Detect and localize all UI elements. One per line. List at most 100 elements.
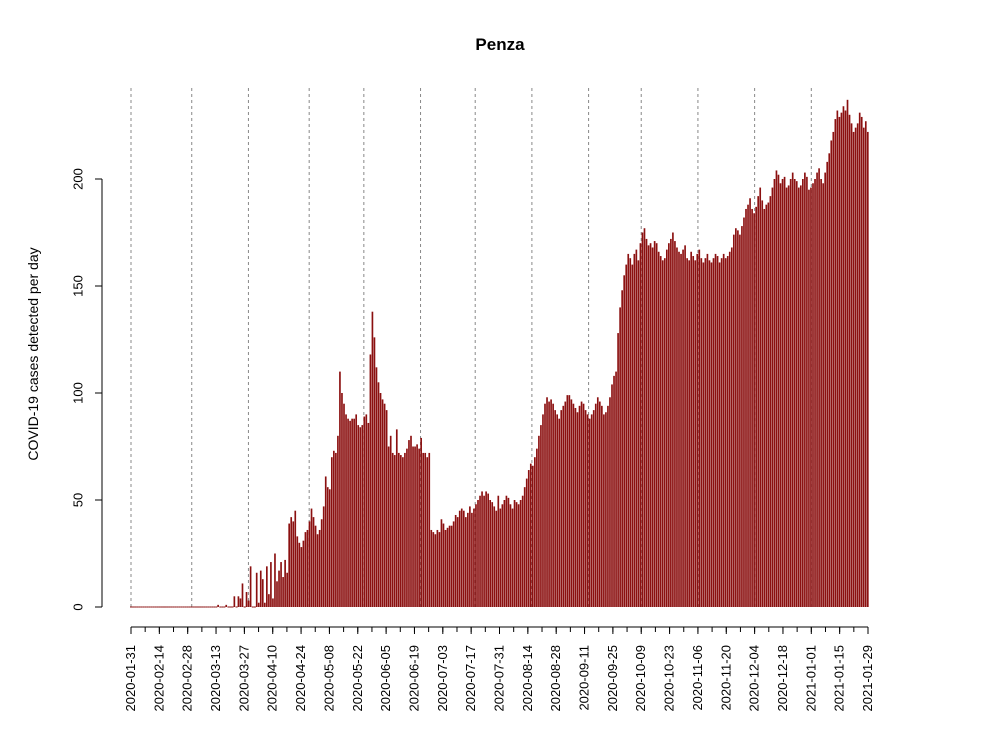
bar [818,168,820,608]
x-tick-label: 2020-03-13 [208,645,223,712]
bar [497,495,500,607]
bar [298,542,301,607]
bar [487,493,489,607]
bar [645,238,648,608]
bar [720,258,723,607]
bar [615,371,617,607]
bar [556,414,559,607]
bar [337,435,339,607]
bar [241,583,244,607]
bar [657,251,660,607]
bar [562,405,565,607]
bar [775,170,778,607]
bar [802,179,804,607]
bar [357,425,360,607]
bar [846,99,849,607]
bar [745,208,747,607]
bar [278,570,280,607]
bar [633,253,636,607]
bar [485,491,487,607]
x-tick-label: 2020-10-09 [633,645,648,712]
bar [665,249,668,607]
bar [546,397,548,607]
bar [655,243,658,607]
bar [544,403,546,607]
bar [826,161,829,607]
bar [446,527,449,607]
bar [475,504,477,607]
bar [700,258,703,607]
bar [420,437,422,607]
bar [619,307,621,607]
x-tick-label: 2020-08-14 [520,645,535,712]
bar [789,179,792,607]
bar [668,243,670,607]
bar [568,395,571,607]
x-tick-label: 2020-06-19 [406,645,421,712]
bar [564,401,567,607]
bar [501,504,504,607]
bar [270,562,272,607]
bar [326,487,329,607]
bar [574,407,577,607]
bar [678,251,680,607]
bar [284,559,286,607]
bar [558,418,561,607]
bar [296,536,299,607]
bar [450,525,453,607]
bar [627,253,630,607]
bar [371,311,374,607]
bar [359,427,362,607]
bar [294,510,297,607]
bar [458,510,461,607]
bar [436,529,439,607]
bar [582,403,585,607]
bar [661,260,664,607]
bar [830,140,833,608]
bar [607,405,609,607]
bar [353,418,355,607]
bar [308,521,311,607]
bar [743,217,745,607]
bar [268,594,270,607]
x-tick-label: 2020-09-11 [577,645,592,711]
bar [570,399,573,607]
bar [266,566,268,607]
bar [791,172,794,607]
bar [261,579,264,607]
axes-layer: 0 50 100 150 200 2020-01-31 2020-02-14 2020-02-… [71,168,875,711]
bar [322,506,325,607]
bar [617,333,619,607]
bar [799,185,802,608]
bar [708,260,711,607]
x-tick-label: 2020-06-05 [378,645,393,712]
bar [730,247,733,608]
bar [351,418,353,607]
bar [245,592,248,607]
bar [383,403,386,607]
bar [696,253,699,607]
bar [692,256,695,607]
x-tick-label: 2020-02-28 [180,645,195,712]
bar [369,354,372,607]
bar [732,234,735,607]
bar [414,446,416,607]
bar [812,183,814,607]
bar [690,251,693,607]
x-tick-label: 2020-11-20 [718,645,733,711]
bar [462,510,465,607]
bar [430,529,433,607]
bar [769,196,772,607]
bar [347,418,349,607]
bar [467,512,469,607]
bar [491,502,494,607]
bar [649,243,652,607]
bar [416,444,418,607]
bar [842,106,845,608]
bar [647,245,650,607]
bar [519,500,522,607]
bar [816,172,818,607]
bar [515,502,518,607]
bar [779,183,782,607]
bar [828,153,831,607]
